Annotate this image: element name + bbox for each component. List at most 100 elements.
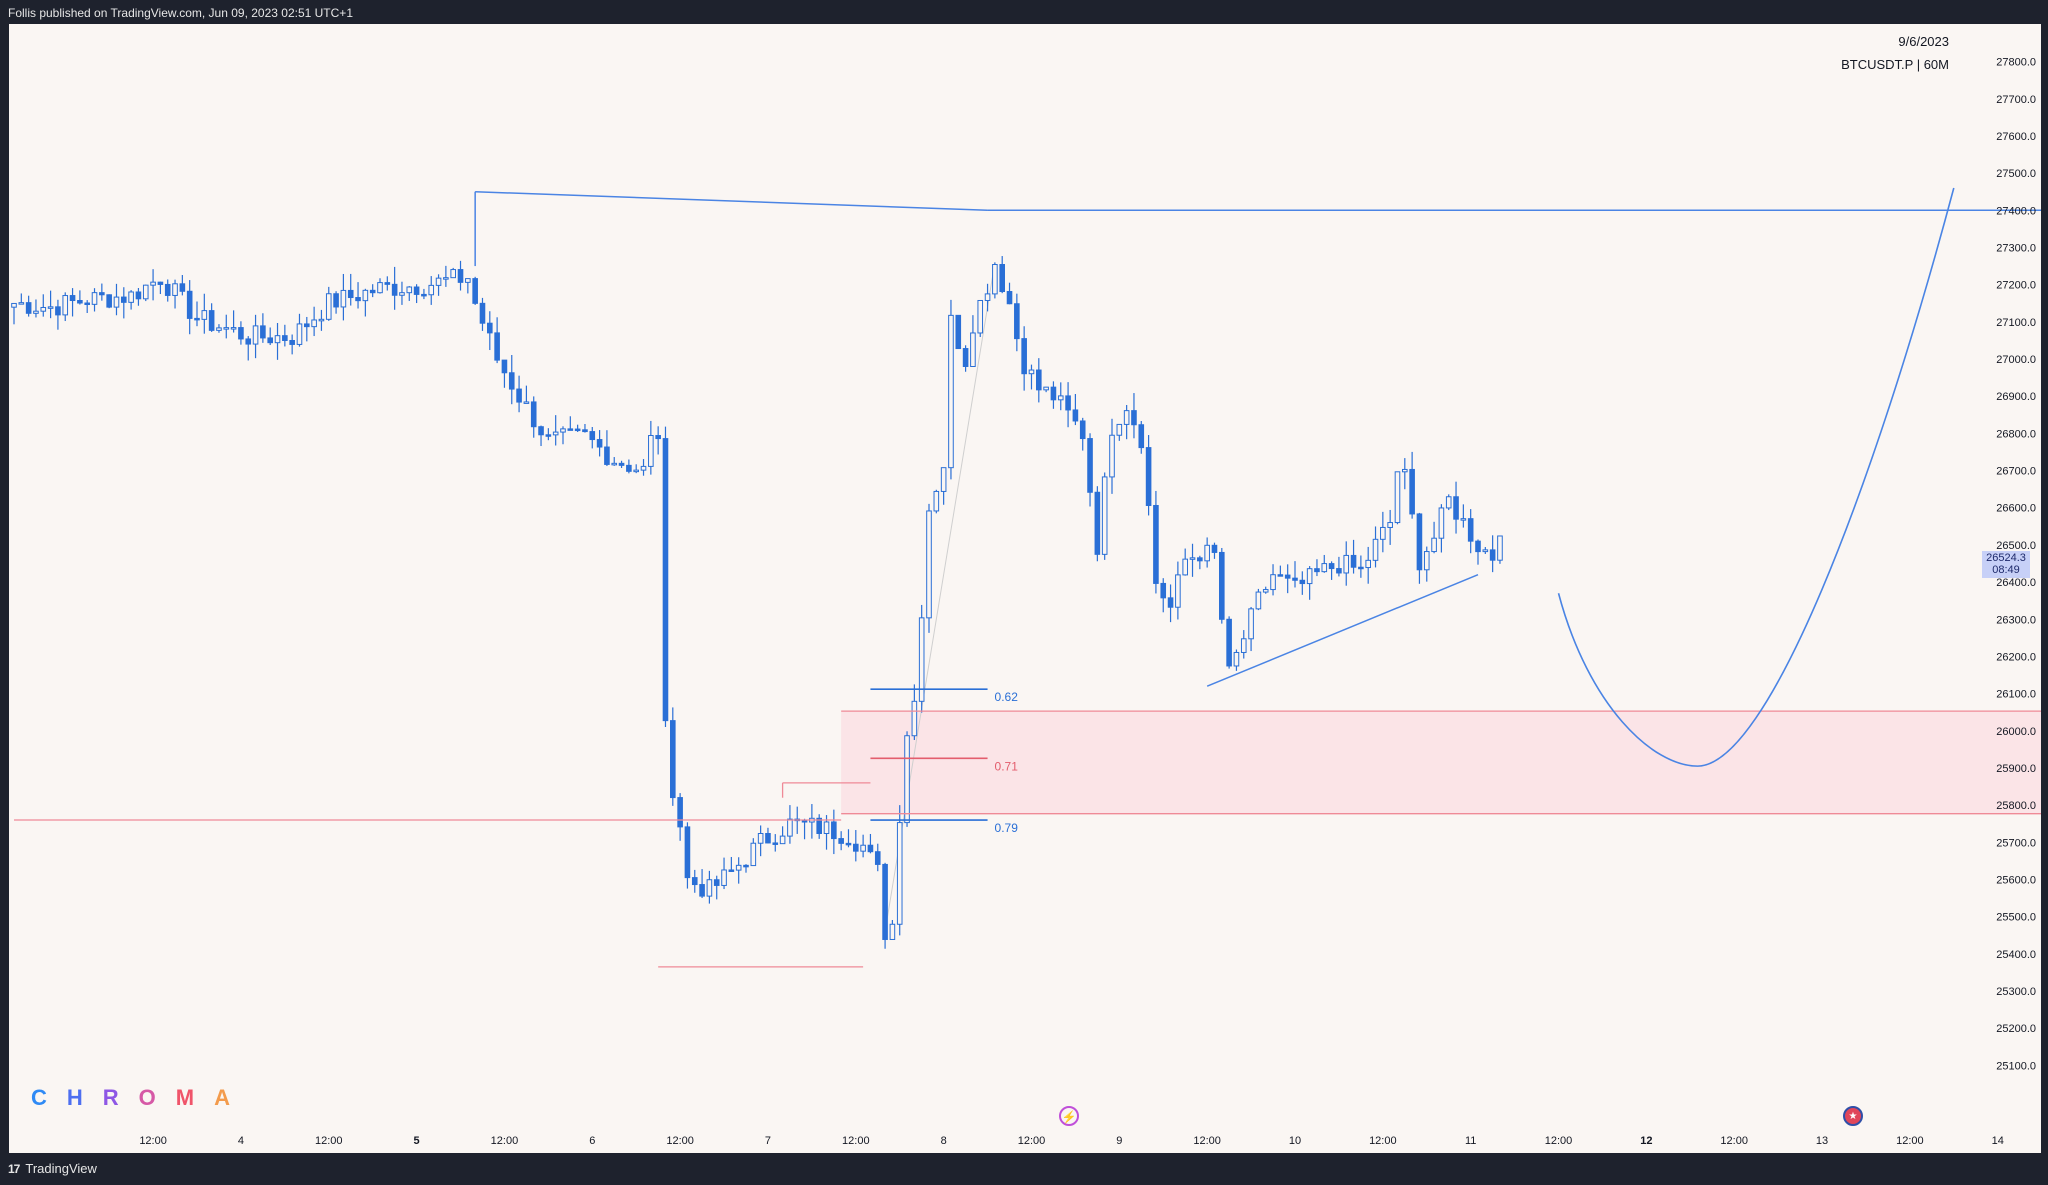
candle-body [1079, 420, 1086, 440]
candle-body [1057, 395, 1064, 401]
candle-body [853, 843, 859, 852]
candle-body [91, 292, 98, 305]
swing-high-line [475, 190, 988, 212]
candle-body [62, 295, 69, 316]
candle-body [1167, 597, 1174, 608]
candle-body [560, 428, 566, 433]
fib-level-label: 0.71 [995, 759, 1019, 773]
candle-body [1175, 574, 1181, 608]
candle-body [721, 869, 727, 886]
candlestick-chart[interactable]: h4 fvg0.620.710.79$ 25100.025200.025300.… [9, 24, 2048, 1153]
price-tick-label: 27000.0 [1996, 354, 2036, 366]
candle-body [1489, 549, 1496, 561]
candle-body [618, 462, 625, 466]
candle-body [831, 821, 837, 840]
time-tick-label: 14 [1992, 1135, 2004, 1147]
price-tick-label: 26000.0 [1996, 726, 2036, 738]
fvg-zone [841, 711, 2048, 814]
candle-body [1350, 554, 1357, 568]
candle-body [911, 700, 918, 737]
candle-body [121, 296, 127, 303]
candle-body [1248, 608, 1254, 640]
candle-body [340, 289, 347, 308]
time-tick-label: 12:00 [1018, 1135, 1046, 1147]
projection-curve [1557, 187, 1955, 767]
time-tick-label: 4 [238, 1135, 244, 1147]
candle-body [1036, 369, 1042, 391]
candle-body [743, 864, 749, 868]
candle-body [318, 318, 325, 322]
fib-level-label: 0.79 [995, 821, 1019, 835]
candle-body [970, 332, 976, 368]
price-tick-label: 27600.0 [1996, 131, 2036, 143]
candle-body [245, 338, 252, 345]
price-tick-label: 26700.0 [1996, 466, 2036, 478]
candle-body [333, 293, 339, 308]
candle-body [142, 284, 149, 300]
candle-body [750, 842, 757, 867]
candle-body [77, 300, 83, 304]
time-tick-label: 12:00 [139, 1135, 167, 1147]
candle-body [713, 879, 720, 886]
candle-body [926, 510, 932, 619]
candle-body [457, 269, 464, 283]
candle-body [1065, 395, 1071, 411]
candle-body [1358, 566, 1364, 570]
candle-body [1270, 574, 1276, 591]
candle-body [1240, 638, 1247, 653]
candle-body [655, 435, 661, 440]
candle-body [896, 822, 903, 925]
time-tick-label: 12:00 [1896, 1135, 1924, 1147]
candle-body [282, 335, 288, 341]
candle-body [999, 264, 1006, 293]
price-tick-label: 26400.0 [1996, 577, 2036, 589]
time-tick-label: 9 [1116, 1135, 1122, 1147]
price-tick-label: 26200.0 [1996, 651, 2036, 663]
candle-body [260, 325, 266, 339]
price-tick-label: 27400.0 [1996, 205, 2036, 217]
candle-body [574, 428, 581, 432]
candle-body [772, 842, 779, 845]
price-tick-label: 25300.0 [1996, 986, 2036, 998]
candle-body [1006, 291, 1013, 305]
candle-body [150, 281, 156, 286]
chart-frame[interactable]: h4 fvg0.620.710.79$ 25100.025200.025300.… [9, 24, 2048, 1153]
price-tick-label: 25800.0 [1996, 800, 2036, 812]
candle-body [99, 292, 105, 296]
candle-body [1299, 579, 1306, 585]
price-axis[interactable]: 25100.0 25200.0 25300.0 25400.0 25500.0 25600… [1996, 57, 2036, 1073]
time-tick-label: 12:00 [1720, 1135, 1748, 1147]
candle-body [435, 277, 442, 286]
time-axis[interactable]: 12:00 4 12:00 5 12:00 6 12:00 7 12:00 8 12:00 9 12:0… [139, 1135, 2004, 1147]
candle-body [1431, 537, 1437, 553]
candle-body [1314, 568, 1320, 573]
candle-body [779, 835, 786, 845]
candle-body [487, 322, 493, 334]
watermark-letter: A [214, 1085, 231, 1110]
candle-body [494, 332, 500, 361]
us-flag-icon[interactable]: ★ [1843, 1106, 1863, 1126]
candle-body [325, 293, 332, 320]
candle-body [1336, 568, 1342, 574]
candle-body [1255, 591, 1262, 610]
candle-body [670, 720, 676, 799]
tradingview-footer: 17 TradingView [0, 1153, 2048, 1184]
candle-body [1087, 438, 1093, 493]
lightning-icon[interactable]: ⚡ [1059, 1106, 1079, 1126]
time-tick-label: 13 [1816, 1135, 1828, 1147]
candle-body [582, 429, 588, 433]
candle-body [1438, 507, 1445, 539]
candle-body [194, 317, 200, 321]
candle-body [1409, 468, 1415, 515]
publisher-text: Follis published on TradingView.com, Jun… [8, 6, 353, 20]
price-tick-label: 25600.0 [1996, 875, 2036, 887]
candle-body [157, 281, 164, 285]
last-price-label: 26524.3 08:49 [1982, 551, 2030, 578]
candle-body [1387, 522, 1393, 528]
candle-body [1460, 518, 1467, 521]
watermark-letter: R [102, 1085, 119, 1110]
candle-body [428, 284, 435, 296]
candle-body [1292, 577, 1298, 581]
time-tick-label: 11 [1465, 1135, 1476, 1147]
candle-body [164, 283, 171, 296]
